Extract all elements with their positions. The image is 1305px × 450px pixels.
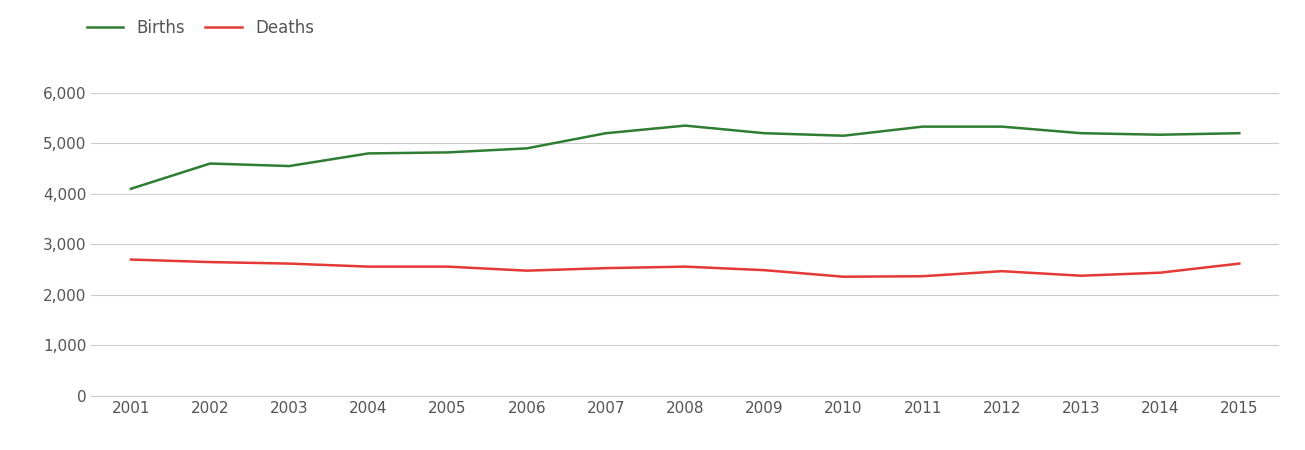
Deaths — [440, 264, 455, 269]
Deaths — [1073, 273, 1088, 279]
Births — [440, 150, 455, 155]
Births — [123, 186, 138, 192]
Deaths — [598, 266, 613, 271]
Deaths — [1152, 270, 1168, 275]
Births — [1232, 130, 1248, 136]
Births — [360, 151, 376, 156]
Births — [835, 133, 851, 139]
Births — [1152, 132, 1168, 137]
Births — [994, 124, 1010, 129]
Deaths — [835, 274, 851, 279]
Births — [1073, 130, 1088, 136]
Deaths — [202, 259, 218, 265]
Deaths — [1232, 261, 1248, 266]
Line: Births: Births — [130, 126, 1240, 189]
Births — [757, 130, 773, 136]
Births — [519, 146, 535, 151]
Deaths — [123, 257, 138, 262]
Births — [202, 161, 218, 166]
Deaths — [994, 269, 1010, 274]
Line: Deaths: Deaths — [130, 260, 1240, 277]
Deaths — [519, 268, 535, 273]
Deaths — [282, 261, 298, 266]
Deaths — [677, 264, 693, 269]
Deaths — [915, 274, 930, 279]
Births — [677, 123, 693, 128]
Births — [915, 124, 930, 129]
Births — [598, 130, 613, 136]
Births — [282, 163, 298, 169]
Deaths — [360, 264, 376, 269]
Legend: Births, Deaths: Births, Deaths — [80, 13, 321, 44]
Deaths — [757, 267, 773, 273]
